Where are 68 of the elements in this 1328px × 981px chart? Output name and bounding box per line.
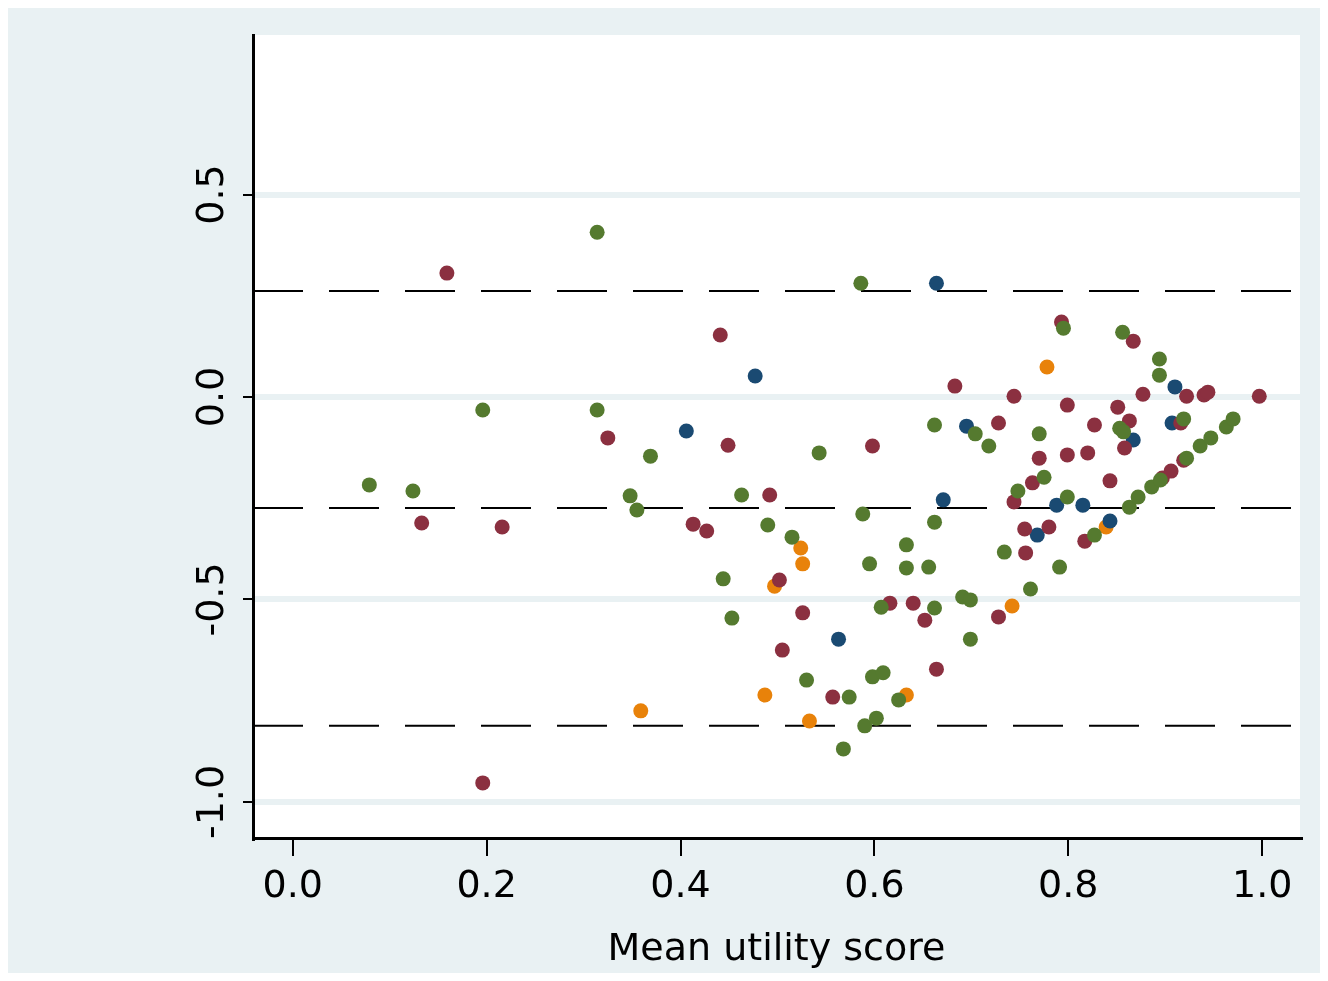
point xyxy=(1029,527,1045,543)
point xyxy=(720,437,736,453)
y-tick-label: 0.5 xyxy=(187,164,232,225)
point xyxy=(1135,386,1151,402)
point xyxy=(771,572,787,588)
point xyxy=(1039,359,1055,375)
y-tick-label: -1.0 xyxy=(187,764,232,840)
point xyxy=(1167,379,1183,395)
point xyxy=(712,327,728,343)
point xyxy=(1102,513,1118,529)
point xyxy=(762,487,778,503)
point xyxy=(633,703,649,719)
point xyxy=(1110,399,1126,415)
point xyxy=(439,265,455,281)
point xyxy=(1041,519,1057,535)
point xyxy=(864,438,880,454)
point xyxy=(774,642,790,658)
point xyxy=(795,605,811,621)
point xyxy=(1117,440,1133,456)
x-tick-label: 0.6 xyxy=(844,861,905,906)
point xyxy=(685,516,701,532)
point xyxy=(1251,388,1267,404)
point xyxy=(991,609,1006,625)
point xyxy=(928,661,944,677)
point xyxy=(475,775,491,791)
point xyxy=(1086,417,1102,433)
point xyxy=(1059,447,1075,463)
point xyxy=(947,378,963,394)
point xyxy=(793,540,809,556)
x-tick-label: 1.0 xyxy=(1231,861,1293,906)
x-tick-label: 0.0 xyxy=(262,861,323,906)
point xyxy=(795,556,811,572)
point xyxy=(1075,497,1091,513)
point xyxy=(1024,475,1040,491)
point xyxy=(928,275,944,291)
point xyxy=(747,368,763,384)
point xyxy=(935,492,951,508)
point xyxy=(678,423,694,439)
point xyxy=(1102,473,1118,489)
point xyxy=(905,595,921,611)
point xyxy=(1200,384,1216,400)
point xyxy=(1004,598,1020,614)
point xyxy=(1080,445,1096,461)
point xyxy=(825,689,841,705)
point xyxy=(1049,497,1065,513)
point xyxy=(1031,450,1047,466)
y-tick-label: 0.0 xyxy=(187,366,232,428)
point xyxy=(1059,397,1075,413)
point xyxy=(1017,521,1033,537)
point xyxy=(757,687,773,703)
point xyxy=(1006,388,1022,404)
x-tick-label: 0.8 xyxy=(1038,861,1099,906)
point xyxy=(1163,463,1179,479)
point xyxy=(414,515,430,531)
point xyxy=(699,523,715,539)
x-axis-title: Mean utility score xyxy=(607,925,946,970)
y-tick-label: -0.5 xyxy=(187,562,232,637)
point xyxy=(1179,388,1195,404)
point xyxy=(1125,333,1141,349)
x-tick-label: 0.4 xyxy=(650,861,711,906)
point xyxy=(600,430,616,446)
point xyxy=(831,631,847,647)
point xyxy=(917,612,933,628)
point xyxy=(494,519,510,535)
x-tick-label: 0.2 xyxy=(456,861,517,906)
point xyxy=(1018,545,1034,561)
point xyxy=(991,415,1006,431)
point xyxy=(801,713,817,729)
